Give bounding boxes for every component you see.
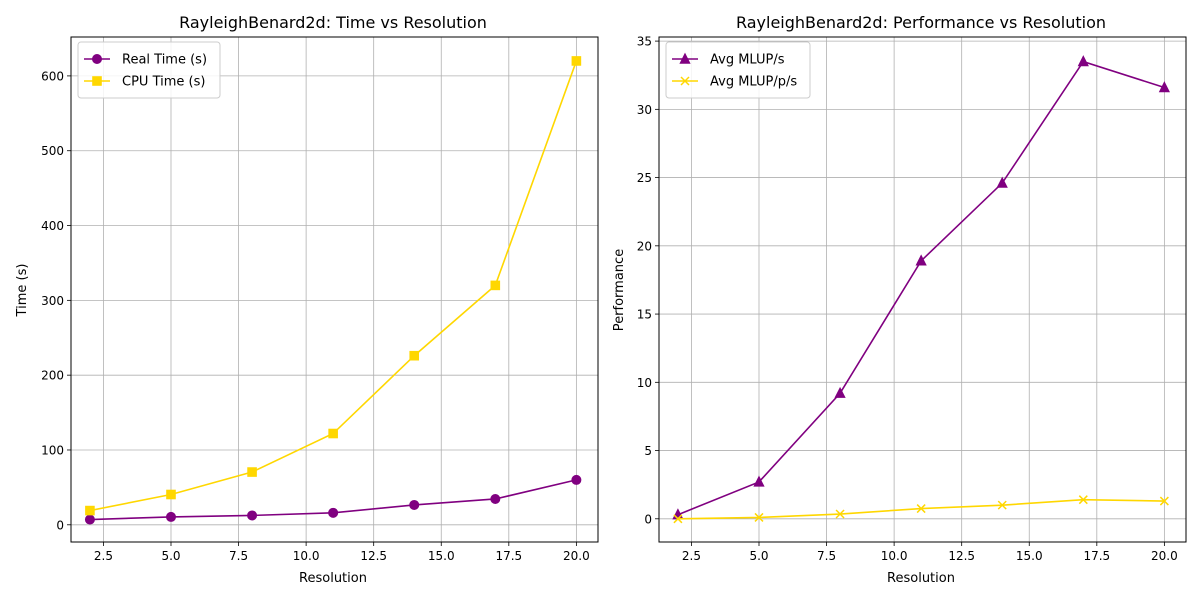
data-point <box>753 475 765 487</box>
x-tick-label: 5.0 <box>161 549 180 563</box>
chart-title: RayleighBenard2d: Time vs Resolution <box>179 13 487 32</box>
legend-marker <box>92 76 102 86</box>
series-2 <box>673 495 1169 524</box>
x-tick-label: 12.5 <box>360 549 387 563</box>
legend-label: Avg MLUP/p/s <box>710 75 797 90</box>
data-point <box>1077 55 1089 67</box>
legend-label: Avg MLUP/s <box>710 53 785 68</box>
x-tick-label: 10.0 <box>293 549 320 563</box>
x-tick-label: 15.0 <box>428 549 455 563</box>
series-1 <box>672 55 1170 520</box>
y-tick-label: 300 <box>41 294 64 308</box>
x-tick-label: 20.0 <box>1151 549 1178 563</box>
plot-frame <box>70 36 599 543</box>
x-tick-label: 10.0 <box>881 549 908 563</box>
y-tick-label: 200 <box>41 369 64 383</box>
data-point <box>84 514 95 525</box>
series-2 <box>85 56 582 516</box>
x-tick-label: 7.5 <box>817 549 836 563</box>
y-tick-label: 0 <box>56 518 64 532</box>
legend-box <box>665 41 811 99</box>
series-line <box>89 60 578 512</box>
data-point <box>409 499 420 510</box>
performance-vs-resolution-chart: RayleighBenard2d: Performance vs Resolut… <box>612 13 1187 586</box>
y-tick-label: 15 <box>637 308 652 322</box>
x-tick-label: 15.0 <box>1016 549 1043 563</box>
data-point <box>490 280 501 291</box>
legend-marker <box>680 76 690 86</box>
data-point <box>490 493 501 504</box>
x-axis-label: Resolution <box>887 571 955 586</box>
data-point <box>1158 81 1170 93</box>
time-vs-resolution-chart: RayleighBenard2d: Time vs Resolution 2.5… <box>15 13 599 586</box>
y-tick-label: 0 <box>644 512 652 526</box>
data-point <box>835 509 845 519</box>
data-point <box>165 511 176 522</box>
data-point <box>166 489 176 500</box>
series-line <box>677 60 1165 516</box>
data-point <box>915 254 927 266</box>
x-tick-label: 5.0 <box>749 549 768 563</box>
x-tick-label: 12.5 <box>948 549 975 563</box>
data-point <box>85 505 95 516</box>
legend-label: CPU Time (s) <box>122 75 205 90</box>
data-point <box>328 428 338 439</box>
data-point <box>1078 495 1088 505</box>
y-tick-label: 20 <box>637 239 652 253</box>
y-tick-label: 10 <box>637 376 652 390</box>
y-tick-label: 100 <box>41 443 64 457</box>
plot-frame <box>658 36 1187 543</box>
legend: Avg MLUP/s Avg MLUP/p/s <box>665 41 811 99</box>
x-tick-label: 7.5 <box>229 549 248 563</box>
data-point <box>754 512 764 522</box>
y-tick-label: 35 <box>637 35 652 49</box>
y-tick-label: 600 <box>41 69 64 83</box>
data-point <box>571 474 582 485</box>
legend-box <box>77 41 221 99</box>
legend-label: Real Time (s) <box>122 53 207 68</box>
y-tick-label: 30 <box>637 103 652 117</box>
data-point <box>247 467 257 477</box>
data-point <box>997 500 1007 510</box>
y-tick-label: 400 <box>41 219 64 233</box>
y-axis-label: Time (s) <box>15 264 30 318</box>
x-axis-label: Resolution <box>299 571 367 586</box>
legend: Real Time (s) CPU Time (s) <box>77 41 221 99</box>
data-point <box>409 350 420 361</box>
data-point <box>571 56 582 66</box>
data-point <box>1159 496 1169 506</box>
y-tick-label: 5 <box>644 444 652 458</box>
y-tick-label: 25 <box>637 171 652 185</box>
data-point <box>916 504 926 514</box>
series-1 <box>84 474 582 525</box>
y-axis-label: Performance <box>612 249 627 331</box>
legend-marker <box>92 54 102 64</box>
x-tick-label: 2.5 <box>682 549 701 563</box>
y-tick-label: 500 <box>41 144 64 158</box>
data-point <box>834 386 846 398</box>
data-point <box>328 507 339 518</box>
x-tick-label: 20.0 <box>563 549 590 563</box>
data-point <box>996 176 1008 188</box>
x-tick-label: 17.5 <box>495 549 522 563</box>
x-tick-label: 2.5 <box>94 549 113 563</box>
chart-title: RayleighBenard2d: Performance vs Resolut… <box>736 13 1106 32</box>
data-point <box>673 514 683 524</box>
legend-marker <box>679 52 691 64</box>
data-point <box>247 510 258 521</box>
x-tick-label: 17.5 <box>1083 549 1110 563</box>
